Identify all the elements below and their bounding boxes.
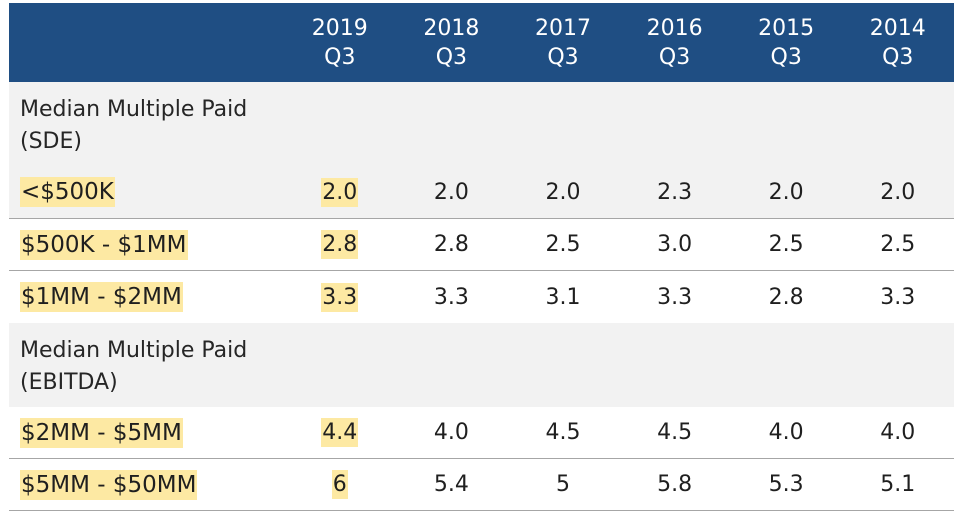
value-cell: 2.5 xyxy=(880,232,916,257)
section-title: Median Multiple Paid (EBITDA) xyxy=(9,335,284,399)
value-cell: 2.5 xyxy=(545,232,581,257)
header-col-2016: 2016 Q3 xyxy=(619,14,731,72)
header-col-2017: 2017 Q3 xyxy=(507,14,619,72)
row-divider xyxy=(9,218,954,219)
header-quarter: Q3 xyxy=(547,44,579,70)
value-2019-highlighted: 6 xyxy=(331,470,348,499)
value-cell: 4.5 xyxy=(657,420,693,445)
value-cell: 5.8 xyxy=(657,472,693,497)
section-title-line2: (EBITDA) xyxy=(20,370,118,395)
value-cell: 2.0 xyxy=(545,179,581,205)
section-title: Median Multiple Paid (SDE) xyxy=(9,94,284,158)
value-2019-highlighted: 4.4 xyxy=(321,418,359,447)
header-quarter: Q3 xyxy=(324,44,356,70)
value-cell-2019: 2.8 xyxy=(284,230,396,259)
value-2019-highlighted: 2.0 xyxy=(321,177,359,207)
value-cell: 2.0 xyxy=(433,179,469,205)
header-quarter: Q3 xyxy=(435,44,468,70)
value-cell: 3.0 xyxy=(657,232,693,257)
row-label-cell: $1MM - $2MM xyxy=(9,282,284,312)
section-title-line1: Median Multiple Paid xyxy=(20,338,248,363)
row-label: <$500K xyxy=(20,177,115,207)
value-cell-2019: 6 xyxy=(284,470,396,499)
value-cell: 2.8 xyxy=(433,232,469,257)
table-row: $500K - $1MM 2.8 2.8 2.5 3.0 2.5 2.5 xyxy=(9,219,954,271)
section-ebitda-header: Median Multiple Paid (EBITDA) xyxy=(9,323,954,407)
value-cell: 2.0 xyxy=(880,179,916,205)
header-col-2014: 2014 Q3 xyxy=(842,14,954,72)
header-quarter: Q3 xyxy=(770,44,802,70)
value-cell: 3.3 xyxy=(880,284,916,310)
section-sde-header: Median Multiple Paid (SDE) xyxy=(9,82,954,166)
table-row: <$500K 2.0 2.0 2.0 2.3 2.0 2.0 xyxy=(9,166,954,218)
header-year: 2018 xyxy=(423,15,480,41)
value-cell: 2.8 xyxy=(768,284,804,310)
value-cell: 5 xyxy=(555,472,570,497)
value-cell: 3.3 xyxy=(657,284,693,310)
row-label: $1MM - $2MM xyxy=(20,282,183,312)
row-label: $5MM - $50MM xyxy=(20,469,198,500)
row-label-cell: $2MM - $5MM xyxy=(9,417,284,448)
table-row: $2MM - $5MM 4.4 4.0 4.5 4.5 4.0 4.0 xyxy=(9,407,954,459)
value-cell-2019: 2.0 xyxy=(284,177,396,207)
value-2019-highlighted: 2.8 xyxy=(321,230,359,259)
value-cell: 4.5 xyxy=(545,420,581,445)
value-cell-2019: 3.3 xyxy=(284,282,396,312)
header-year: 2019 xyxy=(311,15,368,41)
value-cell: 4.0 xyxy=(433,420,469,445)
multiples-table: 2019 Q3 2018 Q3 2017 Q3 2016 Q3 2015 Q3 2014 Q… xyxy=(9,3,954,511)
value-cell: 5.4 xyxy=(433,472,469,497)
header-year: 2017 xyxy=(534,15,591,41)
row-label: $2MM - $5MM xyxy=(20,417,183,448)
value-cell: 5.3 xyxy=(768,472,804,497)
header-col-2015: 2015 Q3 xyxy=(730,14,842,72)
table-header: 2019 Q3 2018 Q3 2017 Q3 2016 Q3 2015 Q3 2014 Q… xyxy=(9,3,954,82)
value-cell: 5.1 xyxy=(880,472,916,497)
header-col-2018: 2018 Q3 xyxy=(396,14,508,72)
value-2019-highlighted: 3.3 xyxy=(321,282,359,312)
header-col-2019: 2019 Q3 xyxy=(284,14,396,72)
table-row: $5MM - $50MM 6 5.4 5 5.8 5.3 5.1 xyxy=(9,459,954,511)
table-row: $1MM - $2MM 3.3 3.3 3.1 3.3 2.8 3.3 xyxy=(9,271,954,323)
section-title-line2: (SDE) xyxy=(20,129,82,154)
value-cell: 2.0 xyxy=(768,179,804,205)
value-cell: 2.5 xyxy=(768,232,804,257)
value-cell-2019: 4.4 xyxy=(284,418,396,447)
value-cell: 4.0 xyxy=(880,420,916,445)
header-quarter: Q3 xyxy=(658,44,691,70)
row-label-cell: $500K - $1MM xyxy=(9,229,284,260)
row-label: $500K - $1MM xyxy=(20,229,188,260)
header-quarter: Q3 xyxy=(882,44,914,70)
row-label-cell: $5MM - $50MM xyxy=(9,469,284,500)
value-cell: 3.1 xyxy=(545,284,581,310)
value-cell: 4.0 xyxy=(768,420,804,445)
header-year: 2015 xyxy=(758,15,815,41)
header-year: 2016 xyxy=(646,15,703,41)
header-year: 2014 xyxy=(869,15,926,41)
row-label-cell: <$500K xyxy=(9,177,284,207)
section-title-line1: Median Multiple Paid xyxy=(20,97,248,122)
value-cell: 2.3 xyxy=(657,179,693,205)
value-cell: 3.3 xyxy=(433,284,469,310)
